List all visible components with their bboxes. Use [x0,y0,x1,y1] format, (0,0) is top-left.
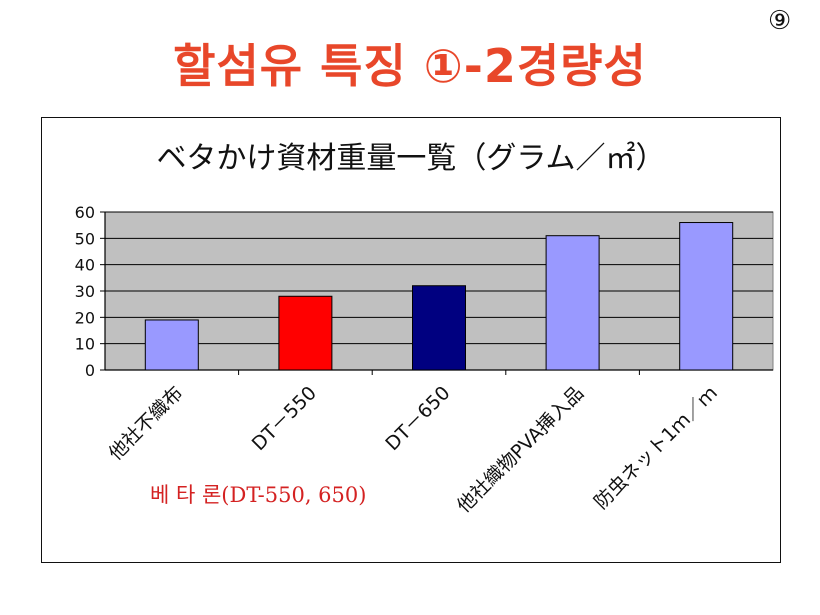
x-tick-label: 他社織物PVA挿入品 [453,382,588,517]
bar [412,285,466,371]
x-tick-label: DT－550 [248,382,321,455]
y-tick-label: 30 [75,282,95,301]
slide-title: 할섬유 특징 ①-2경량성 [173,39,647,93]
slide-number: ⑨ [768,6,792,36]
y-tick-label: 0 [85,361,95,380]
chart-annotation: 베 타 론(DT-550, 650) [150,483,367,507]
bar [679,222,734,371]
y-tick-label: 20 [75,308,95,327]
bar [144,319,199,371]
x-tick-label: 他社不織布 [105,382,188,465]
y-tick-label: 50 [75,229,95,248]
x-tick-label: 防虫ネット1ｍ／ｍ [590,382,722,514]
bar [545,235,600,371]
x-tick-label: DT－650 [381,382,454,455]
y-tick-label: 10 [75,335,95,354]
y-tick-label: 60 [75,203,95,222]
chart-title: ベタかけ資材重量一覧（グラム／㎡） [156,141,666,176]
bar [278,295,333,371]
y-tick-label: 40 [75,256,95,275]
